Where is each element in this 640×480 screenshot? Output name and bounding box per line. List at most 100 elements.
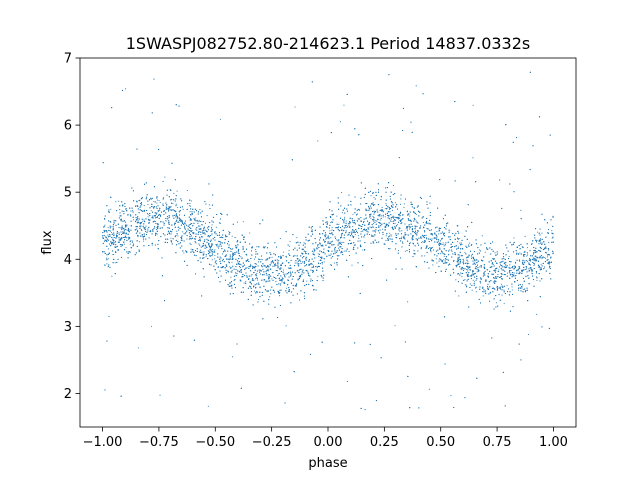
data-point: [505, 261, 507, 263]
data-point: [174, 214, 176, 216]
data-point: [333, 262, 335, 264]
data-point: [546, 256, 549, 258]
data-point: [317, 140, 319, 142]
data-point: [460, 272, 462, 274]
data-point: [541, 232, 543, 234]
data-point: [297, 264, 299, 266]
data-point: [176, 190, 178, 192]
data-point: [473, 281, 476, 283]
data-point: [119, 219, 121, 221]
data-point: [436, 262, 438, 264]
data-point: [296, 237, 298, 239]
data-point: [295, 283, 297, 285]
data-point: [170, 237, 172, 239]
data-point: [122, 231, 124, 233]
data-point: [183, 252, 185, 254]
data-point: [516, 252, 518, 254]
data-point: [106, 263, 108, 265]
data-point: [246, 267, 248, 269]
data-point: [522, 288, 524, 291]
data-point: [118, 232, 120, 234]
data-point: [500, 283, 502, 285]
data-point: [391, 209, 393, 211]
data-point: [415, 220, 417, 222]
data-point: [124, 232, 126, 234]
data-point: [131, 240, 133, 242]
data-point: [288, 250, 290, 252]
data-point: [233, 280, 235, 282]
data-point: [111, 231, 113, 234]
data-point: [283, 251, 285, 253]
data-point: [346, 380, 348, 383]
data-point: [518, 271, 520, 273]
data-point: [451, 250, 453, 252]
data-point: [215, 226, 217, 228]
data-point: [172, 203, 174, 205]
data-point: [186, 238, 188, 240]
data-point: [225, 254, 227, 256]
data-point: [228, 231, 230, 233]
data-point: [527, 270, 529, 272]
data-point: [251, 245, 253, 247]
data-point: [495, 302, 497, 304]
data-point: [499, 264, 501, 266]
data-point: [457, 238, 459, 240]
data-point: [125, 226, 127, 228]
data-point: [123, 243, 125, 245]
data-point: [217, 243, 219, 245]
data-point: [190, 248, 192, 250]
data-point: [250, 263, 252, 265]
data-point: [111, 275, 113, 277]
data-point: [367, 227, 369, 229]
data-point: [133, 219, 135, 221]
data-point: [107, 227, 109, 229]
data-point: [110, 208, 112, 210]
data-point: [142, 240, 144, 242]
data-point: [461, 242, 463, 244]
data-point: [326, 222, 329, 224]
data-point: [423, 230, 425, 232]
data-point: [526, 255, 528, 257]
data-point: [200, 234, 202, 236]
data-point: [374, 220, 376, 222]
data-point: [199, 209, 201, 211]
data-point: [341, 212, 343, 214]
data-point: [102, 236, 104, 238]
data-point: [103, 235, 106, 237]
data-point: [339, 121, 341, 123]
data-point: [288, 245, 290, 247]
data-point: [229, 259, 231, 261]
data-point: [399, 203, 402, 205]
data-point: [478, 249, 480, 251]
data-point: [360, 225, 362, 227]
data-point: [217, 247, 220, 249]
data-point: [482, 291, 484, 293]
data-point: [230, 258, 232, 260]
data-point: [218, 222, 220, 224]
data-point: [189, 202, 191, 205]
data-point: [551, 230, 553, 232]
data-point: [536, 276, 538, 278]
data-point: [229, 266, 231, 268]
data-point: [552, 216, 554, 219]
data-point: [199, 225, 201, 227]
data-point: [115, 201, 117, 203]
data-point: [382, 216, 384, 218]
data-point: [119, 209, 121, 211]
data-point: [175, 203, 177, 205]
data-point: [536, 279, 538, 282]
data-point: [157, 223, 160, 225]
data-point: [400, 198, 402, 200]
data-point: [330, 222, 332, 224]
data-point: [167, 210, 170, 212]
data-point: [402, 243, 404, 245]
data-point: [385, 239, 387, 241]
data-point: [257, 298, 260, 301]
data-point: [360, 231, 362, 233]
data-point: [152, 230, 154, 232]
data-point: [448, 249, 450, 251]
data-point: [340, 191, 343, 194]
data-point: [139, 227, 141, 229]
data-point: [436, 230, 438, 232]
